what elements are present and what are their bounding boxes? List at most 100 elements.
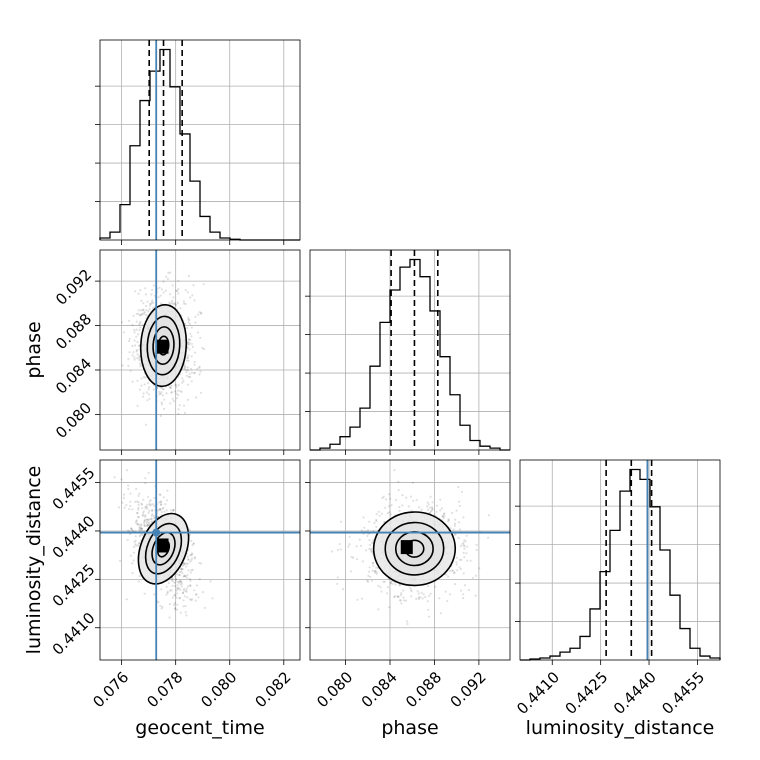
sample-point: [194, 315, 197, 318]
sample-point: [199, 370, 202, 373]
sample-point: [172, 303, 175, 306]
sample-point: [163, 398, 166, 401]
sample-point: [447, 520, 450, 523]
sample-point: [368, 566, 371, 569]
sample-point: [443, 512, 446, 515]
sample-point: [187, 369, 190, 372]
sample-point: [141, 309, 145, 312]
sample-point: [171, 397, 174, 400]
sample-point: [466, 559, 469, 562]
sample-point: [138, 492, 141, 495]
sample-point: [128, 337, 131, 340]
sample-point: [457, 485, 460, 489]
sample-point: [179, 611, 182, 614]
sample-point: [140, 377, 143, 380]
sample-point: [198, 366, 201, 369]
sample-point: [171, 302, 174, 305]
sample-point: [139, 530, 142, 533]
sample-point: [166, 590, 169, 593]
sample-point: [390, 504, 393, 507]
sample-point: [184, 604, 187, 608]
x-tick-label: 0.092: [447, 668, 490, 711]
sample-point: [186, 343, 189, 346]
sample-point: [131, 354, 134, 357]
sample-point: [137, 503, 140, 506]
sample-point: [186, 346, 189, 349]
sample-point: [184, 575, 187, 578]
sample-point: [194, 593, 198, 596]
sample-point: [184, 365, 187, 368]
sample-point: [187, 338, 190, 341]
sample-point: [168, 293, 172, 296]
sample-point: [410, 590, 413, 593]
contour-line: [372, 511, 457, 587]
sample-point: [134, 290, 137, 293]
sample-point: [187, 343, 191, 346]
sample-point: [393, 581, 396, 584]
sample-point: [162, 496, 165, 499]
sample-point: [187, 558, 190, 561]
sample-point: [143, 524, 147, 527]
sample-point: [186, 398, 189, 401]
x-tick-label: 0.080: [197, 668, 240, 711]
sample-point: [426, 501, 429, 504]
y-tick-label: 0.080: [52, 399, 95, 442]
sample-point: [147, 520, 150, 524]
sample-point: [139, 289, 142, 292]
sample-point: [180, 570, 183, 573]
sample-point: [137, 580, 140, 583]
sample-point: [428, 594, 431, 597]
sample-point: [469, 559, 472, 562]
sample-point: [383, 520, 386, 524]
sample-point: [170, 391, 173, 394]
sample-point: [138, 358, 141, 361]
sample-point: [183, 411, 187, 414]
sample-point: [386, 586, 389, 589]
sample-point: [426, 600, 429, 603]
sample-point: [158, 501, 161, 504]
sample-point: [129, 504, 132, 508]
sample-point: [169, 509, 173, 512]
sample-point: [179, 567, 183, 571]
sample-point: [374, 569, 377, 572]
sample-point: [152, 388, 155, 391]
sample-point: [149, 302, 152, 305]
sample-point: [135, 520, 138, 523]
x-tick-label: 0.4410: [513, 668, 563, 718]
sample-point: [474, 594, 477, 597]
sample-point: [178, 574, 181, 577]
sample-point: [370, 550, 373, 553]
sample-point: [172, 508, 175, 512]
sample-point: [131, 508, 134, 511]
sample-point: [453, 524, 456, 527]
sample-point: [185, 587, 188, 591]
sample-point: [183, 574, 186, 578]
sample-point: [138, 526, 141, 529]
sample-point: [187, 321, 190, 324]
sample-point: [144, 423, 147, 426]
sample-point: [446, 600, 449, 603]
sample-point: [381, 496, 384, 500]
sample-point: [141, 312, 144, 315]
sample-point: [202, 283, 205, 286]
sample-point: [183, 368, 186, 371]
sample-point: [145, 518, 148, 521]
sample-point: [434, 585, 437, 588]
sample-point: [144, 376, 147, 379]
sample-point: [389, 513, 392, 516]
sample-point: [180, 390, 183, 393]
sample-point: [165, 499, 169, 502]
sample-point: [122, 496, 125, 500]
sample-point: [189, 375, 192, 379]
sample-point: [139, 527, 142, 531]
sample-point: [133, 356, 136, 359]
sample-point: [184, 574, 187, 578]
sample-point: [179, 583, 182, 586]
sample-point: [186, 562, 189, 565]
sample-point: [132, 314, 135, 317]
sample-point: [466, 545, 469, 548]
sample-point: [347, 545, 350, 548]
sample-point: [454, 533, 457, 536]
sample-point: [121, 321, 124, 324]
density-peak: [156, 538, 169, 553]
